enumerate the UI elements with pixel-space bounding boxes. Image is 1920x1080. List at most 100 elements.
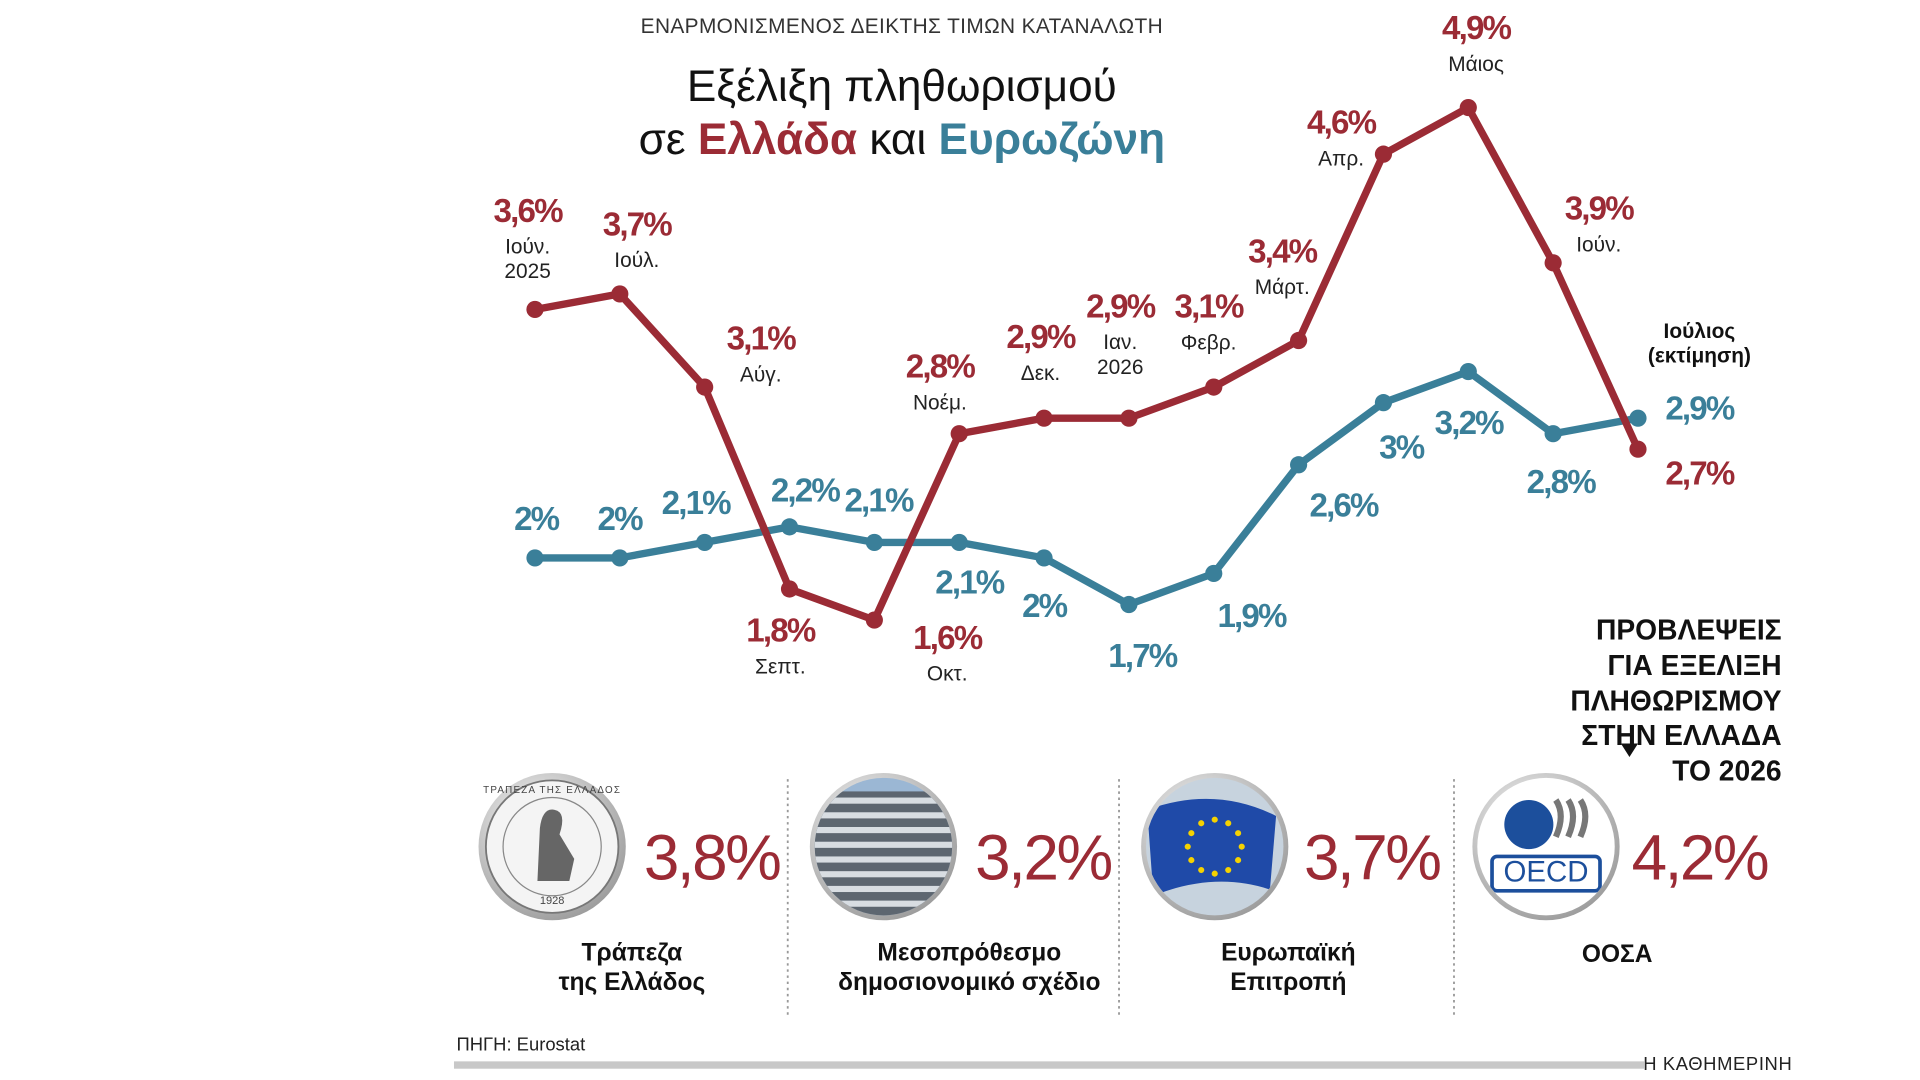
point [1374,145,1393,163]
point [1035,409,1053,427]
category-label: Σεπτ. [755,654,806,679]
point [611,285,629,303]
oecd-box [1490,854,1602,893]
window-row [814,826,953,834]
point [526,549,544,567]
point [1544,254,1562,272]
point [780,580,799,598]
logo [814,777,953,916]
star [1225,820,1232,827]
figure [537,809,575,881]
value-label: 3,7% [602,205,673,243]
value-label: 2% [1022,587,1068,625]
value-label: 1,9% [1217,597,1287,635]
point [1035,549,1053,567]
source: ΠΗΓΗ: Eurostat [456,1034,586,1056]
point [1205,564,1223,583]
stripe [1577,798,1589,839]
category-label: Ιαν. 2026 [1097,330,1144,380]
point [1629,409,1647,427]
value-label: 2,9% [1665,389,1735,427]
logo-text: 1928 [539,893,565,907]
category-label: Οκτ. [926,662,968,686]
point [950,533,968,551]
forecast-value: 3,7% [1303,823,1442,895]
point [865,611,883,629]
window-row [814,812,953,819]
logo [1477,777,1615,916]
category-label: Ιούν. [1576,232,1622,257]
forecast-value: 3,8% [643,823,782,895]
star [1238,843,1245,850]
value-label: 1,7% [1108,637,1178,675]
value-label: 3,4% [1248,232,1318,270]
logo [484,779,620,914]
window-row [814,841,953,848]
window-row [814,900,953,907]
value-label: 2% [514,500,560,538]
window-row [814,915,953,916]
point [1459,98,1477,117]
value-label: 3% [1379,429,1425,467]
category-label: Ιούν. 2025 [504,235,551,284]
value-label: 4,6% [1307,104,1377,141]
value-label: 1,6% [913,619,983,657]
value-label: 2,2% [770,472,841,509]
title-word: Ευρωζώνη [938,113,1166,164]
logo-text: OECD [1503,855,1589,890]
value-label: 2,9% [1086,288,1156,325]
forecast-name: ΟΟΣΑ [1581,941,1653,969]
window-row [814,885,953,893]
value-label: 3,1% [726,320,797,357]
value-label: 4,9% [1442,9,1512,47]
value-label: 3,6% [493,192,564,230]
star [1211,870,1218,877]
value-label: 2,1% [661,484,732,522]
star [1198,866,1205,874]
value-label: 1,8% [746,612,816,649]
publisher: Η ΚΑΘΗΜΕΡΙΝΗ [1643,1053,1793,1075]
point [1290,331,1308,350]
forecast-name: Τράπεζα της Ελλάδος [558,939,706,997]
category-label: Δεκ. [1020,361,1061,386]
category-label: Ιούλιος (εκτίμηση) [1647,319,1751,369]
point [865,533,883,551]
chart-title-line: σε Ελλάδα και Ευρωζώνη [639,112,1165,165]
chart-title: Εξέλιξη πληθωρισμού [686,60,1117,111]
window-row [814,856,953,863]
category-label: Αύγ. [739,362,782,387]
title-word: σε [638,113,686,164]
value-label: 2% [597,500,644,538]
stripe [1565,798,1577,839]
line-0 [531,103,1642,624]
value-label: 3,2% [1434,404,1505,442]
value-label: 3,1% [1174,288,1245,325]
building [814,791,953,916]
point [696,378,714,396]
point [1120,595,1138,614]
window-row [814,797,953,804]
pointer [1620,743,1639,758]
value-label: 2,1% [935,564,1005,601]
star [1188,857,1195,864]
point [780,518,799,536]
globe [1504,800,1554,850]
value-label: 2,9% [1006,318,1076,356]
point [1120,409,1138,427]
subtitle: ΕΝΑΡΜΟΝΙΣΜΕΝΟΣ ΔΕΙΚΤΗΣ ΤΙΜΩΝ ΚΑΤΑΝΑΛΩΤΗ [640,14,1164,38]
forecast-name: Ευρωπαϊκή Επιτροπή [1221,939,1356,997]
title-word: και [869,113,927,164]
category-label: Μάιος [1448,52,1504,76]
value-label: 2,7% [1665,454,1735,492]
point [696,533,714,551]
category-label: Νοέμ. [912,391,967,415]
star [1198,820,1205,827]
category-label: Φεβρ. [1180,331,1237,355]
point [526,300,544,319]
value-label: 2,6% [1309,486,1379,524]
star [1188,830,1195,837]
title-word: Ελλάδα [697,113,858,164]
star [1235,830,1242,837]
value-label: 2,1% [844,481,914,519]
